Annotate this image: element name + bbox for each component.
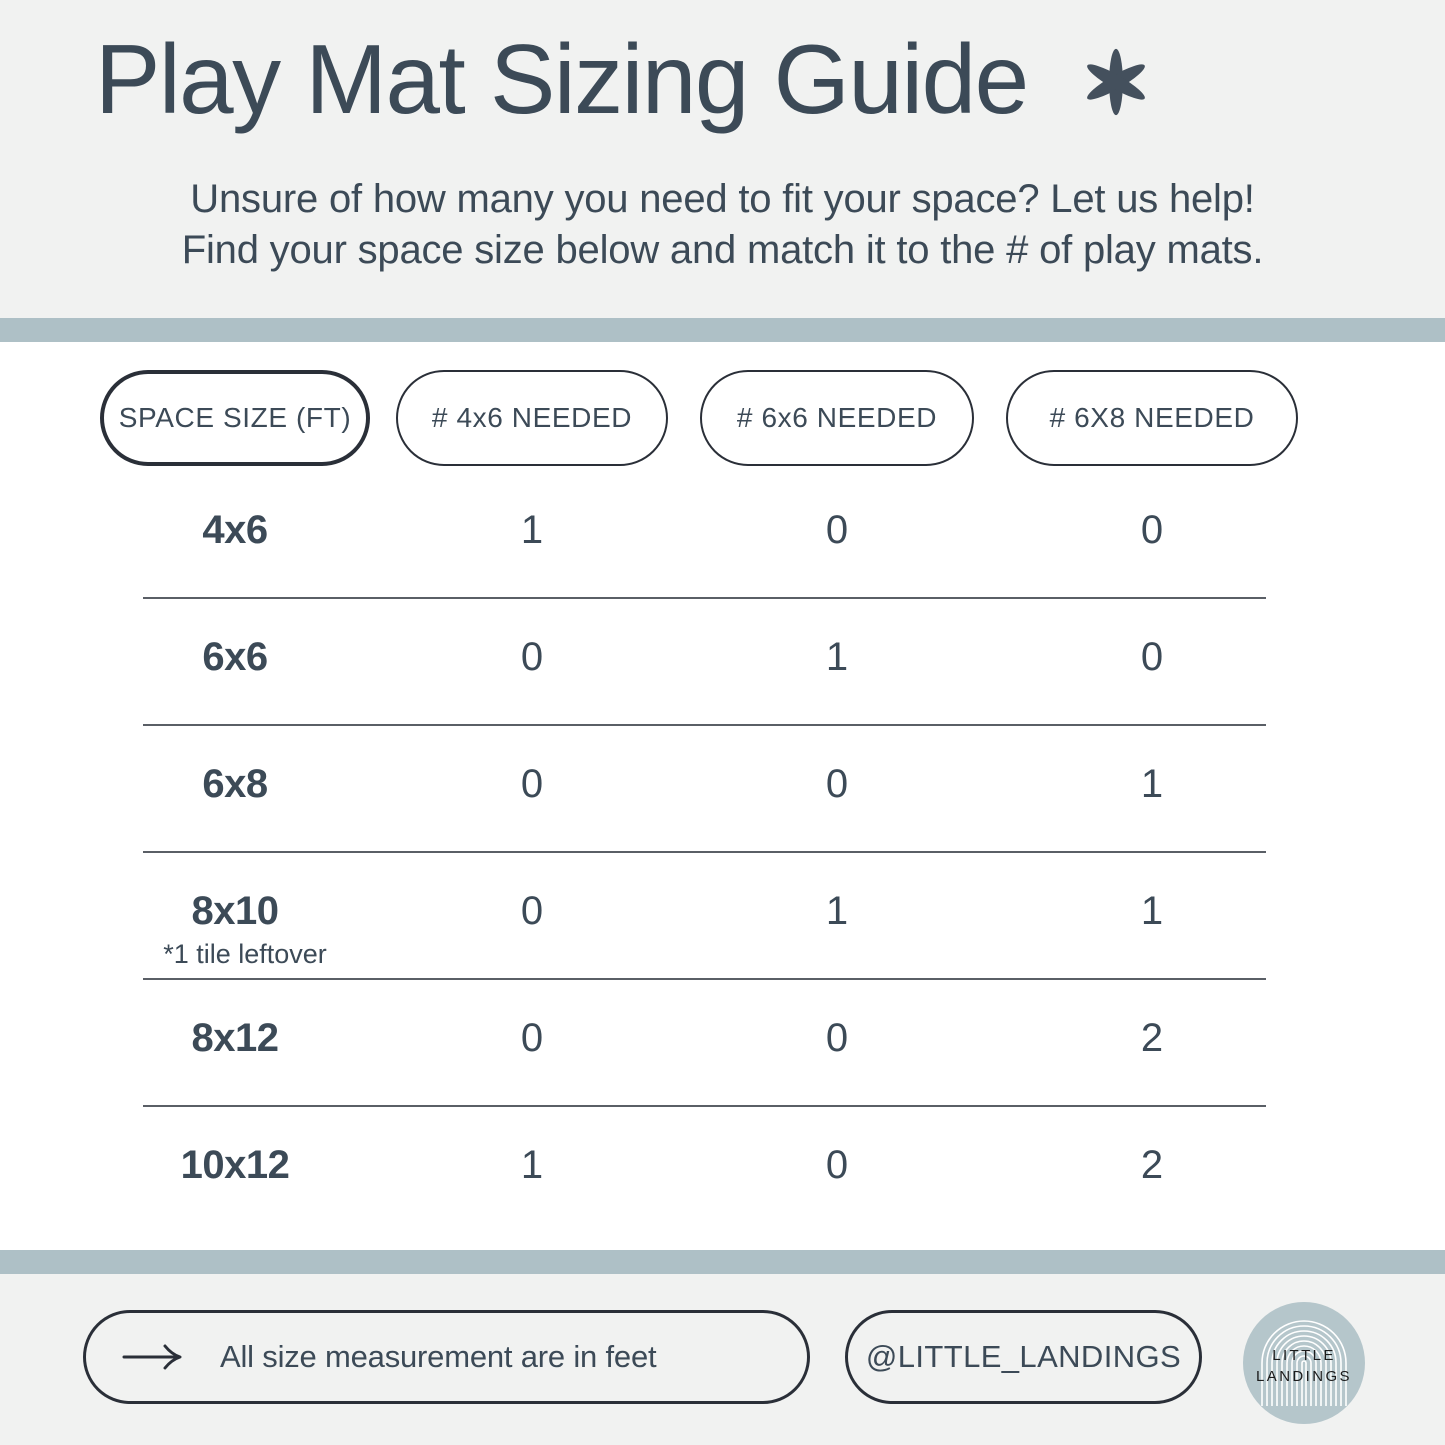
arrow-right-icon: [122, 1344, 182, 1370]
subtitle-line-1: Unsure of how many you need to fit your …: [190, 177, 1255, 221]
cell-6x8-needed: 2: [1140, 1143, 1164, 1187]
row-divider: [143, 1105, 1266, 1107]
cell-6x6-needed: 0: [825, 508, 849, 552]
social-handle-text: @LITTLE_LANDINGS: [865, 1339, 1182, 1374]
table-header-row: SPACE SIZE (FT) # 4x6 NEEDED # 6x6 NEEDE…: [0, 370, 1445, 466]
cell-6x8-needed: 0: [1140, 508, 1164, 552]
title-row: Play Mat Sizing Guide: [95, 28, 1162, 131]
row-divider: [143, 724, 1266, 726]
measurement-note-text: All size measurement are in feet: [220, 1339, 657, 1374]
cell-4x6-needed: 1: [520, 508, 544, 552]
cell-space-size: 8x10: [191, 889, 279, 933]
table-row: 8x10 0 1 1 *1 tile leftover: [0, 865, 1445, 992]
cell-6x6-needed: 0: [825, 762, 849, 806]
row-divider: [143, 597, 1266, 599]
asterisk-icon: [1086, 49, 1145, 116]
cell-4x6-needed: 0: [520, 889, 544, 933]
svg-text:LANDINGS: LANDINGS: [1256, 1368, 1352, 1385]
subtitle-line-2: Find your space size below and match it …: [181, 228, 1264, 273]
header-section: Play Mat Sizing Guide Unsure of how many…: [0, 0, 1445, 318]
sizing-table: SPACE SIZE (FT) # 4x6 NEEDED # 6x6 NEEDE…: [0, 342, 1445, 1250]
column-header-6x6-needed: # 6x6 NEEDED: [700, 370, 974, 466]
cell-space-size: 10x12: [180, 1143, 290, 1187]
page-subtitle: Unsure of how many you need to fit your …: [0, 174, 1445, 276]
little-landings-logo: LITTLE LANDINGS: [1243, 1302, 1365, 1424]
social-handle-pill[interactable]: @LITTLE_LANDINGS: [845, 1310, 1202, 1404]
column-header-4x6-needed: # 4x6 NEEDED: [396, 370, 668, 466]
column-header-space-size: SPACE SIZE (FT): [100, 370, 370, 466]
row-divider: [143, 978, 1266, 980]
cell-space-size: 8x12: [191, 1016, 279, 1060]
cell-space-size: 4x6: [202, 508, 268, 552]
table-row: 6x8 0 0 1: [0, 738, 1445, 865]
cell-6x6-needed: 0: [825, 1016, 849, 1060]
cell-4x6-needed: 0: [520, 635, 544, 679]
cell-6x6-needed: 0: [825, 1143, 849, 1187]
row-divider: [143, 851, 1266, 853]
cell-6x6-needed: 1: [825, 635, 849, 679]
cell-space-size: 6x8: [202, 762, 268, 806]
table-body: 4x6 1 0 0 6x6 0 1 0 6x8 0: [0, 484, 1445, 1246]
page-title: Play Mat Sizing Guide: [95, 24, 1029, 134]
cell-6x8-needed: 0: [1140, 635, 1164, 679]
measurement-note-pill: All size measurement are in feet: [83, 1310, 810, 1404]
cell-4x6-needed: 0: [520, 1016, 544, 1060]
table-row: 6x6 0 1 0: [0, 611, 1445, 738]
cell-4x6-needed: 0: [520, 762, 544, 806]
footer-section: All size measurement are in feet @LITTLE…: [0, 1274, 1445, 1445]
table-row: 10x12 1 0 2: [0, 1119, 1445, 1246]
cell-leftover-note: *1 tile leftover: [163, 939, 327, 969]
cell-space-size: 6x6: [202, 635, 268, 679]
cell-6x6-needed: 1: [825, 889, 849, 933]
cell-4x6-needed: 1: [520, 1143, 544, 1187]
cell-6x8-needed: 1: [1140, 762, 1164, 806]
table-row: 8x12 0 0 2: [0, 992, 1445, 1119]
column-header-6x8-needed: # 6X8 NEEDED: [1006, 370, 1298, 466]
table-row: 4x6 1 0 0: [0, 484, 1445, 611]
cell-6x8-needed: 1: [1140, 889, 1164, 933]
divider-band-top: [0, 318, 1445, 342]
cell-6x8-needed: 2: [1140, 1016, 1164, 1060]
little-landings-logo-icon: LITTLE LANDINGS: [1243, 1302, 1365, 1424]
svg-text:LITTLE: LITTLE: [1272, 1347, 1336, 1364]
divider-band-bottom: [0, 1250, 1445, 1274]
